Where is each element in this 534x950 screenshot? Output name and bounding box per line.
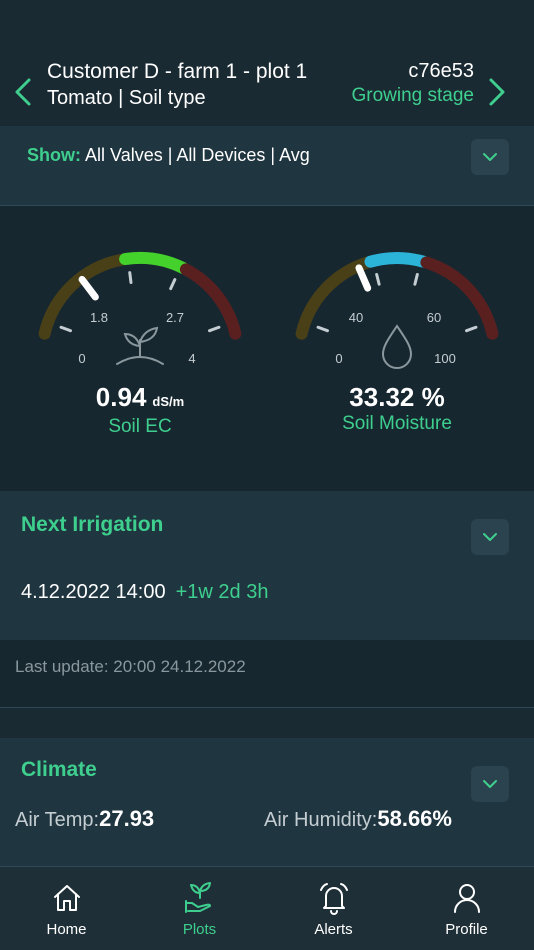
bell-icon <box>319 883 348 915</box>
nav-profile[interactable]: Profile <box>400 867 533 950</box>
soil-moisture-value: 33.32 % <box>349 382 445 412</box>
ec-tick-2 <box>169 278 177 291</box>
air-humidity-value: 58.66% <box>377 806 452 831</box>
soil-ec-unit: dS/m <box>152 394 185 409</box>
ec-arc-high <box>179 263 242 340</box>
moisture-arc-high <box>420 256 499 340</box>
ec-tick-0 <box>59 325 72 333</box>
air-temp-value: 27.93 <box>99 806 155 831</box>
last-update-bar: Last update: 20:00 24.12.2022 <box>0 640 534 708</box>
chevron-down-icon <box>483 533 497 541</box>
m-tick-0 <box>316 325 329 333</box>
moisture-needle <box>355 264 372 292</box>
plot-subtitle: Tomato | Soil type <box>47 87 206 109</box>
section-divider <box>0 708 534 738</box>
ec-low-label: 1.8 <box>90 310 108 325</box>
air-humidity-label: Air Humidity: <box>264 809 378 831</box>
ec-needle <box>78 275 99 301</box>
filter-summary: Show: All Valves | All Devices | Avg <box>27 145 310 166</box>
chevron-down-icon <box>483 153 497 161</box>
climate-dropdown-button[interactable] <box>471 766 509 802</box>
ec-arc-mid <box>119 251 190 275</box>
home-icon <box>53 885 80 911</box>
next-irrigation-card: Next Irrigation 4.12.2022 14:00 +1w 2d 3h <box>0 491 534 640</box>
irrigation-date: 4.12.2022 14:00 <box>21 581 166 603</box>
prev-plot-button[interactable] <box>10 76 36 108</box>
filter-bar: Show: All Valves | All Devices | Avg <box>0 126 534 206</box>
filter-label: Show: <box>27 145 81 165</box>
water-drop-icon <box>381 324 413 369</box>
last-update-text: Last update: 20:00 24.12.2022 <box>15 657 246 676</box>
chevron-right-icon <box>489 78 505 106</box>
soil-ec-value: 0.94 dS/m <box>40 382 240 413</box>
ec-high-label: 2.7 <box>166 310 184 325</box>
moisture-max-label: 100 <box>434 351 456 366</box>
ec-tick-1 <box>128 271 133 285</box>
gauges-panel: 0 1.8 2.7 4 0.94 dS/m Soil EC 0 40 60 100… <box>0 206 534 491</box>
next-plot-button[interactable] <box>484 76 510 108</box>
ec-max-label: 4 <box>188 351 195 366</box>
plant-hand-icon <box>184 882 211 913</box>
moisture-low-label: 40 <box>349 310 363 325</box>
soil-ec-number: 0.94 <box>95 382 147 412</box>
m-tick-2 <box>413 272 419 286</box>
ec-tick-3 <box>208 325 221 333</box>
growing-stage-link[interactable]: Growing stage <box>351 85 474 106</box>
nav-plots-label: Plots <box>182 921 217 938</box>
user-icon <box>453 884 480 913</box>
nav-home-label: Home <box>46 921 87 938</box>
filter-value: All Valves | All Devices | Avg <box>85 145 310 165</box>
plot-header: Customer D - farm 1 - plot 1 Tomato | So… <box>0 44 534 126</box>
nav-profile-label: Profile <box>445 921 488 938</box>
moisture-arc-mid <box>364 252 430 268</box>
plot-code: c76e53 <box>408 60 474 82</box>
air-temp-label: Air Temp: <box>15 809 100 831</box>
irrigation-datetime: 4.12.2022 14:00 +1w 2d 3h <box>21 581 268 604</box>
irrigation-relative-time: +1w 2d 3h <box>175 581 269 603</box>
soil-ec-gauge: 0 1.8 2.7 4 <box>38 251 242 366</box>
m-tick-3 <box>465 325 478 333</box>
ec-arc-low <box>38 253 129 340</box>
nav-alerts-label: Alerts <box>314 921 353 938</box>
soil-moisture-label: Soil Moisture <box>342 413 452 434</box>
moisture-high-label: 60 <box>427 310 441 325</box>
climate-card: Climate Air Temp:27.93 Air Humidity:58.6… <box>0 738 534 866</box>
soil-moisture-gauge: 0 40 60 100 <box>295 252 499 369</box>
filter-dropdown-button[interactable] <box>471 139 509 175</box>
bottom-nav: Home Plots Alerts <box>0 866 534 950</box>
chevron-down-icon <box>483 780 497 788</box>
soil-ec-label: Soil EC <box>108 416 172 437</box>
nav-alerts[interactable]: Alerts <box>267 867 400 950</box>
nav-plots[interactable]: Plots <box>133 867 266 950</box>
climate-title: Climate <box>21 758 97 781</box>
m-tick-1 <box>375 272 381 286</box>
plant-sprout-icon <box>116 326 164 365</box>
next-irrigation-title: Next Irrigation <box>21 513 164 536</box>
air-temp-readout: Air Temp:27.93 <box>15 806 154 832</box>
chevron-left-icon <box>15 78 31 106</box>
air-humidity-readout: Air Humidity:58.66% <box>264 806 452 832</box>
plot-title: Customer D - farm 1 - plot 1 <box>47 60 308 83</box>
nav-home[interactable]: Home <box>0 867 133 950</box>
moisture-ticks <box>316 272 478 333</box>
ec-min-label: 0 <box>78 351 85 366</box>
ec-ticks <box>59 271 221 333</box>
irrigation-dropdown-button[interactable] <box>471 519 509 555</box>
moisture-min-label: 0 <box>335 351 342 366</box>
